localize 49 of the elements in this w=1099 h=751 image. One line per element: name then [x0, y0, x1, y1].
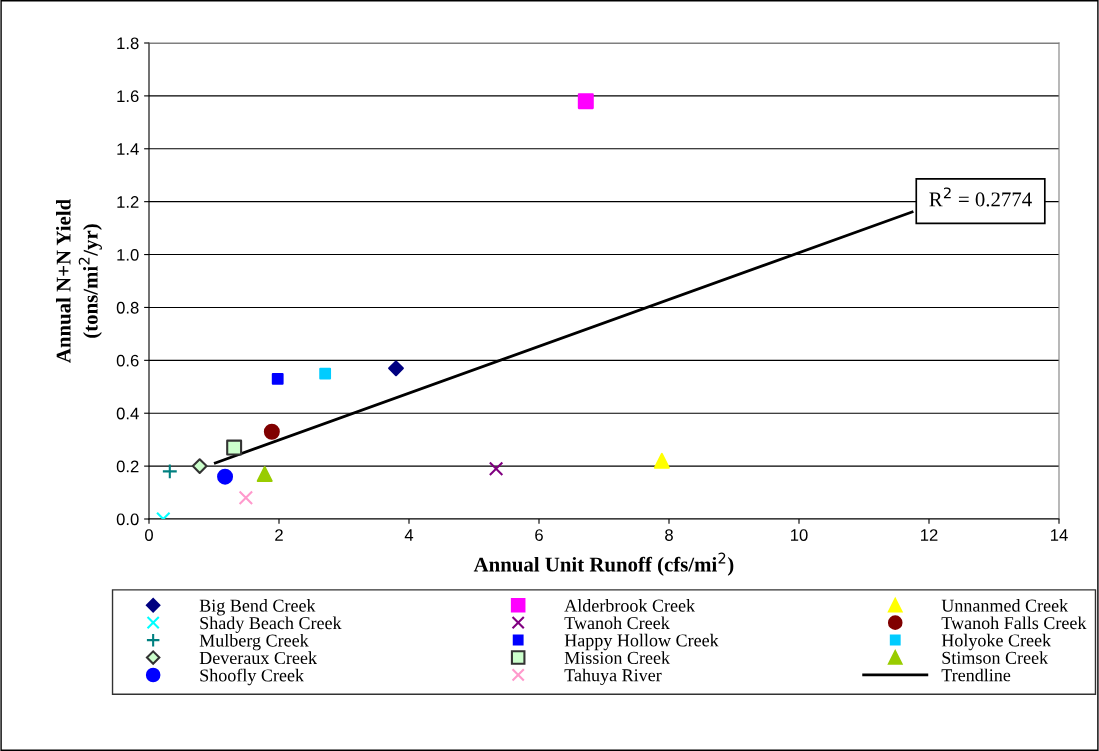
x-tick-label: 10 [791, 529, 808, 541]
x-tick-label: 4 [404, 529, 414, 541]
point [191, 458, 208, 475]
legend-label: Unnanmed Creek [941, 599, 1069, 612]
point [226, 439, 243, 456]
legend-label: Mulberg Creek [199, 633, 309, 651]
x-axis-title: Annual Unit Runoff (cfs/mi$^{2}$) [473, 552, 734, 576]
point [217, 468, 234, 485]
x-tick-label: 12 [921, 529, 938, 541]
y-axis-title: Annual N+N Yield (tons/mi$^{2}$/yr) [56, 199, 102, 363]
legend-label: Tahuya River [564, 668, 662, 686]
point [238, 490, 254, 506]
y-tick-label: 1.4 [117, 143, 139, 155]
legend-label: Twanoh Creek [564, 616, 670, 630]
y-tick-label: 0.2 [116, 460, 139, 473]
legend-label: Shoofly Creek [200, 668, 304, 686]
legend-label: Mission Creek [564, 651, 671, 664]
annotation: R$^{2}$ = 0.2774 [929, 187, 1032, 207]
y-tick-label: 1.6 [117, 90, 139, 103]
legend-label: Twanoh Falls Creek [941, 616, 1087, 630]
legend-label: Alderbrook Creek [564, 599, 696, 612]
legend-label: Happy Hollow Creek [564, 633, 719, 651]
point [256, 466, 273, 483]
point [161, 463, 178, 480]
point [271, 372, 284, 385]
legend-label: Holyoke Creek [941, 633, 1052, 651]
legend-label: Deveraux Creek [199, 651, 317, 665]
y-tick-label: 1.2 [117, 196, 139, 208]
point [653, 452, 670, 469]
legend-label: Stimson Creek [942, 651, 1049, 664]
legend-label: Trendline [941, 668, 1011, 682]
y-tick-label: 0.8 [116, 301, 139, 314]
y-tick-label: 1.8 [117, 37, 139, 50]
legend-label: Big Bend Creek [199, 599, 316, 616]
point [577, 93, 594, 110]
x-tick-label: 14 [1051, 529, 1068, 541]
x-tick-label: 6 [535, 529, 543, 541]
text: 1.0 [117, 248, 139, 261]
point [263, 423, 280, 440]
x-tick-label: 2 [275, 529, 283, 541]
y-tick-label: 0.4 [116, 407, 139, 420]
point [388, 360, 404, 377]
point [319, 367, 332, 380]
text: 0.0 [116, 513, 139, 526]
x-tick-label: 8 [665, 529, 673, 541]
y-tick-label: 0.6 [116, 354, 139, 367]
point [488, 461, 504, 477]
legend-label: Shady Beach Creek [200, 616, 342, 633]
x-tick-label: 0 [145, 529, 153, 541]
